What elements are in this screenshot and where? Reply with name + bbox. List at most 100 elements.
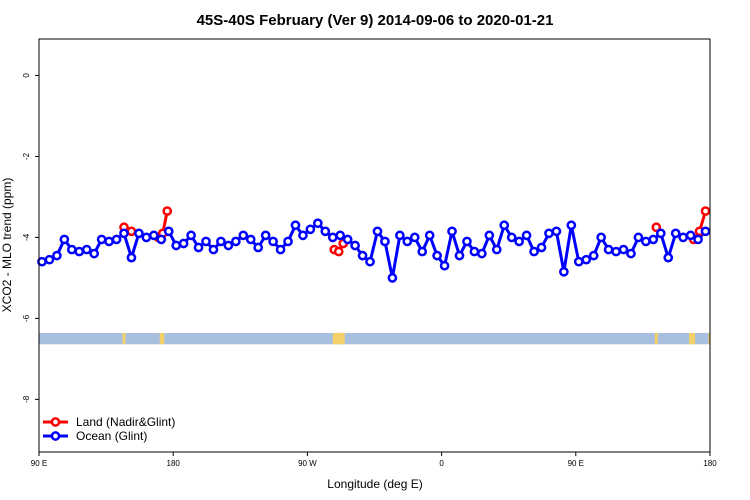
x-tick-label: 180 [167, 459, 181, 468]
ocean-point [126, 252, 137, 263]
y-tick-label: -6 [22, 314, 31, 322]
ocean-point [320, 226, 331, 237]
ocean-point [193, 242, 204, 253]
ocean-point [402, 236, 413, 247]
ocean-point [298, 230, 308, 241]
x-tick-label: 90 W [298, 459, 317, 468]
ocean-point [544, 228, 554, 239]
y-axis-label: XCO2 - MLO trend (ppm) [0, 178, 14, 313]
ocean-point [447, 226, 457, 237]
x-axis: 90 E 180 90 W 0 90 E 180 [31, 452, 717, 468]
land-band [122, 332, 126, 345]
ocean-point [491, 244, 502, 255]
ocean-point [44, 254, 55, 265]
ocean-point [350, 240, 360, 251]
ocean-point [417, 246, 428, 257]
ocean-point [178, 238, 189, 249]
ocean-point [387, 273, 398, 283]
ocean-point [119, 228, 129, 239]
ocean-point [506, 232, 517, 243]
y-tick-label: -2 [22, 152, 31, 160]
ocean-point [156, 234, 167, 245]
ocean-point [59, 234, 70, 245]
ocean-point [66, 244, 77, 255]
ocean-point [663, 252, 674, 263]
ocean-point [104, 236, 114, 247]
ocean-point [536, 242, 547, 253]
land-point [333, 246, 344, 257]
legend-marker [50, 417, 61, 427]
land-point [700, 206, 711, 216]
ocean-point [111, 234, 122, 245]
ocean-point [685, 230, 696, 241]
land-band [689, 332, 696, 345]
x-tick-label: 0 [439, 459, 444, 468]
ocean-point [409, 232, 420, 243]
ocean-point [305, 224, 316, 235]
ocean-point [335, 230, 346, 241]
ocean-point [477, 248, 487, 259]
ocean-point [74, 246, 85, 257]
ocean-point [327, 232, 338, 243]
ocean-point [529, 246, 539, 257]
ocean-point [290, 220, 301, 231]
y-tick-label: -4 [22, 233, 31, 241]
x-tick-label: 90 E [31, 459, 47, 468]
ocean-point [514, 236, 524, 247]
ocean-point [700, 226, 711, 237]
ocean-point [365, 256, 375, 267]
ocean-point [484, 230, 495, 241]
ocean-point [216, 236, 226, 247]
y-tick-label: -8 [22, 395, 31, 403]
ocean-point [693, 234, 703, 245]
ocean-point [134, 228, 144, 239]
ocean-point [439, 260, 450, 271]
ocean-point [394, 230, 405, 241]
ocean-point [678, 232, 689, 243]
ocean-point [163, 226, 174, 237]
ocean-point [268, 236, 278, 247]
series-lines [41, 210, 707, 280]
ocean-point [312, 218, 323, 229]
ocean-point [499, 220, 510, 231]
ocean-point [141, 232, 152, 243]
ocean-point [380, 236, 390, 247]
ocean-point [283, 236, 293, 247]
ocean-point [201, 236, 211, 247]
x-tick-label: 90 E [568, 459, 584, 468]
ocean-point [469, 246, 480, 257]
plot-frame [38, 38, 711, 453]
legend-marker [50, 431, 61, 441]
ocean-point [521, 230, 532, 241]
land-ocean-strip [39, 332, 711, 345]
ocean-point [566, 220, 577, 231]
y-tick-label: 0 [22, 73, 31, 78]
ocean-point [253, 242, 264, 253]
ocean-point [633, 232, 644, 243]
ocean-point [89, 248, 100, 259]
land-point [126, 226, 137, 237]
ocean-point [573, 256, 584, 267]
land-band [654, 332, 658, 345]
legend: Land (Nadir&Glint)Ocean (Glint) [43, 415, 175, 443]
land-point [651, 222, 662, 233]
ocean-point [603, 244, 614, 255]
land-point [162, 206, 173, 216]
ocean-point [648, 234, 659, 245]
ocean-point [581, 254, 592, 265]
ocean-point [275, 244, 286, 255]
ocean-point [230, 236, 241, 247]
ocean-point [551, 226, 562, 237]
ocean-point [559, 266, 569, 277]
ocean-point [81, 244, 92, 255]
ocean-point [618, 244, 629, 255]
ocean-point [655, 228, 666, 239]
ocean-point [588, 250, 599, 261]
ocean-point [641, 236, 651, 247]
ocean-point [357, 250, 368, 261]
ocean-band [39, 332, 710, 345]
ocean-point [260, 230, 271, 241]
ocean-point [372, 226, 383, 237]
ocean-point [238, 230, 249, 241]
ocean-point [626, 248, 636, 259]
